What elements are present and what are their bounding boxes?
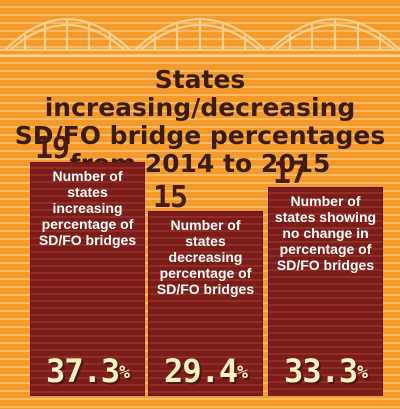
- bar-percent-label: 33.3%: [268, 354, 383, 388]
- bridge-illustration: [0, 18, 400, 58]
- bar-count-label: 15: [152, 180, 188, 215]
- bar: Number of states decreasing percentage o…: [148, 211, 263, 396]
- bar: Number of states showing no change in pe…: [268, 187, 383, 396]
- percent-sign: %: [237, 362, 248, 383]
- bar-description: Number of states increasing percentage o…: [38, 168, 137, 248]
- bar-description: Number of states decreasing percentage o…: [156, 217, 255, 297]
- bar-percent-label: 29.4%: [148, 354, 263, 388]
- percent-value: 29.4: [164, 352, 238, 390]
- bar-description: Number of states showing no change in pe…: [274, 193, 377, 273]
- percent-value: 37.3: [46, 352, 120, 390]
- percent-sign: %: [119, 362, 130, 383]
- bar-count-label: 17: [272, 156, 308, 191]
- percent-value: 33.3: [284, 352, 358, 390]
- percent-sign: %: [357, 362, 368, 383]
- chart-title: States increasing/decreasing SD/FO bridg…: [14, 65, 386, 178]
- bar: Number of states increasing percentage o…: [30, 162, 145, 396]
- bar-percent-label: 37.3%: [30, 354, 145, 388]
- bar-count-label: 19: [34, 131, 70, 166]
